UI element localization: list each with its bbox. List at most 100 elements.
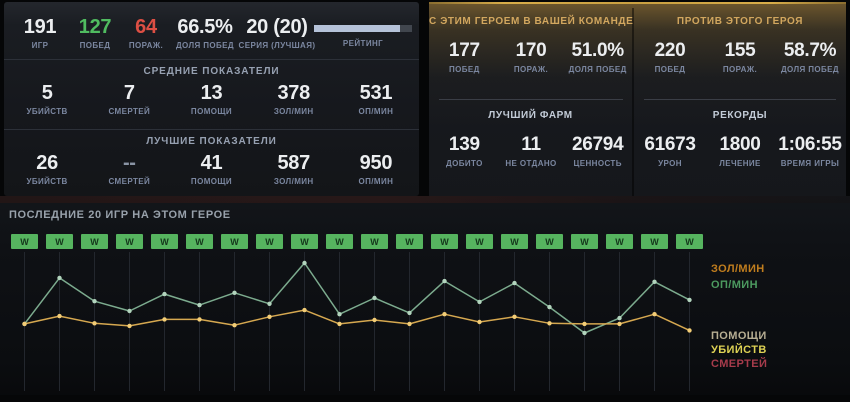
- ЗОЛ/МИН-point[interactable]: [372, 317, 377, 323]
- match-result-badge[interactable]: W: [326, 234, 353, 249]
- match-result-badge[interactable]: W: [536, 234, 563, 249]
- ОП/МИН-point[interactable]: [337, 312, 342, 317]
- stat-label: ПОРАЖ.: [722, 65, 758, 74]
- ЗОЛ/МИН-point[interactable]: [22, 321, 27, 327]
- ОП/МИН-point[interactable]: [372, 295, 377, 301]
- ЗОЛ/МИН-point[interactable]: [57, 313, 62, 319]
- against-hero-header: ПРОТИВ ЭТОГО ГЕРОЯ: [676, 16, 804, 27]
- stat-value: 11: [521, 134, 541, 155]
- match-result-badge[interactable]: W: [396, 234, 423, 249]
- hero-overview-card: 191 ИГР 127 ПОБЕД 64 ПОРАЖ. 66.5% ДОЛЯ ПОБЕД 20 …: [4, 2, 419, 196]
- stat-value: 13: [200, 82, 223, 104]
- stat-value: 1:06:55: [778, 134, 842, 155]
- match-result-badge[interactable]: W: [431, 234, 458, 249]
- ЗОЛ/МИН-point[interactable]: [477, 319, 482, 325]
- ОП/МИН-point[interactable]: [57, 275, 62, 281]
- stat-cell: 191 ИГР: [10, 16, 70, 50]
- match-result-badge[interactable]: W: [151, 234, 178, 249]
- stat-label: УРОН: [658, 159, 682, 168]
- ЗОЛ/МИН-point[interactable]: [92, 321, 97, 326]
- separator: [4, 129, 419, 130]
- ЗОЛ/МИН-point[interactable]: [302, 307, 307, 313]
- stat-value: 1800: [719, 134, 761, 155]
- ОП/МИН-point[interactable]: [687, 297, 692, 303]
- ЗОЛ/МИН-point[interactable]: [197, 317, 202, 322]
- ОП/МИН-point[interactable]: [92, 299, 97, 304]
- ОП/МИН-point[interactable]: [127, 308, 132, 314]
- ОП/МИН-point[interactable]: [477, 299, 482, 305]
- match-result-badge[interactable]: W: [606, 234, 633, 249]
- ЗОЛ/МИН-point[interactable]: [127, 323, 132, 329]
- rating-bar: [314, 25, 412, 32]
- stat-cell: 378 ЗОЛ/МИН: [253, 82, 335, 116]
- ЗОЛ/МИН-point[interactable]: [617, 321, 622, 327]
- ОП/МИН-point[interactable]: [267, 301, 272, 306]
- match-result-badge[interactable]: W: [641, 234, 668, 249]
- match-result-badge[interactable]: W: [116, 234, 143, 249]
- ЗОЛ/МИН-point[interactable]: [267, 314, 272, 319]
- match-result-badge[interactable]: W: [466, 234, 493, 249]
- ЗОЛ/МИН-point[interactable]: [232, 323, 237, 328]
- stat-label: ЦЕННОСТЬ: [573, 159, 622, 168]
- stat-value: 61673: [644, 134, 696, 155]
- stat-cell: 11 НЕ ОТДАНО: [498, 134, 565, 168]
- stat-label: ПОРАЖ.: [128, 41, 164, 50]
- match-result-badge[interactable]: W: [81, 234, 108, 249]
- stat-label: ЗОЛ/МИН: [273, 177, 314, 186]
- ЗОЛ/МИН-point[interactable]: [162, 317, 167, 322]
- performance-chart[interactable]: [0, 250, 720, 400]
- ЗОЛ/МИН-point[interactable]: [512, 314, 517, 319]
- match-result-badge[interactable]: W: [361, 234, 388, 249]
- ЗОЛ/МИН-point[interactable]: [547, 321, 552, 326]
- chart-legend-kda: ПОМОЩИ УБИЙСТВ СМЕРТЕЙ: [711, 329, 767, 371]
- stat-cell: 139 ДОБИТО: [431, 134, 498, 168]
- ЗОЛ/МИН-point[interactable]: [442, 312, 447, 317]
- stat-value: 177: [448, 40, 480, 61]
- stat-cell: 587 ЗОЛ/МИН: [253, 152, 335, 186]
- match-result-badge[interactable]: W: [676, 234, 703, 249]
- ЗОЛ/МИН-point[interactable]: [407, 321, 412, 327]
- match-result-badge[interactable]: W: [46, 234, 73, 249]
- ОП/МИН-point[interactable]: [162, 291, 167, 297]
- ОП/МИН-point[interactable]: [197, 302, 202, 308]
- ЗОЛ/МИН-point[interactable]: [582, 321, 587, 327]
- stat-label: ПОБЕД: [654, 65, 686, 74]
- stat-cell: 20 (20) СЕРИЯ (ЛУЧШАЯ): [238, 16, 316, 50]
- ОП/МИН-point[interactable]: [547, 304, 552, 310]
- match-result-badge[interactable]: W: [571, 234, 598, 249]
- match-result-badge[interactable]: W: [11, 234, 38, 249]
- ЗОЛ/МИН-point[interactable]: [652, 312, 657, 317]
- match-result-badge[interactable]: W: [221, 234, 248, 249]
- recent-games-title: ПОСЛЕДНИЕ 20 ИГР НА ЭТОМ ГЕРОЕ: [9, 209, 231, 221]
- averages-row: 5 УБИЙСТВ 7 СМЕРТЕЙ 13 ПОМОЩИ 378 ЗОЛ/МИН 531 ОП/…: [6, 82, 417, 116]
- ОП/МИН-point[interactable]: [652, 279, 657, 284]
- ОП/МИН-point[interactable]: [582, 330, 587, 336]
- ОП/МИН-point[interactable]: [442, 278, 447, 284]
- stat-cell: 170 ПОРАЖ.: [498, 40, 565, 74]
- match-result-badge[interactable]: W: [186, 234, 213, 249]
- stat-cell: 66.5% ДОЛЯ ПОБЕД: [172, 16, 238, 50]
- match-result-badge[interactable]: W: [256, 234, 283, 249]
- stat-label: ПОБЕД: [79, 41, 111, 50]
- stat-cell: 26 УБИЙСТВ: [6, 152, 88, 186]
- ОП/МИН-point[interactable]: [512, 280, 517, 286]
- stat-cell: 220 ПОБЕД: [635, 40, 705, 74]
- stat-value: 7: [123, 82, 135, 104]
- averages-title: СРЕДНИЕ ПОКАЗАТЕЛИ: [143, 66, 280, 77]
- separator: [644, 99, 836, 100]
- match-result-badge[interactable]: W: [501, 234, 528, 249]
- stat-value: 220: [654, 40, 686, 61]
- ОП/МИН-point[interactable]: [407, 310, 412, 316]
- match-result-badge[interactable]: W: [291, 234, 318, 249]
- ЗОЛ/МИН-point[interactable]: [337, 321, 342, 327]
- ОП/МИН-point[interactable]: [617, 315, 622, 321]
- ЗОЛ/МИН-point[interactable]: [687, 328, 692, 333]
- stat-label: ЗОЛ/МИН: [273, 107, 314, 116]
- stat-label: ОП/МИН: [358, 177, 394, 186]
- stat-value: 5: [41, 82, 53, 104]
- ОП/МИН-point[interactable]: [302, 260, 307, 266]
- stat-cell: 1800 ЛЕЧЕНИЕ: [705, 134, 775, 168]
- ОП/МИН-point[interactable]: [232, 290, 237, 295]
